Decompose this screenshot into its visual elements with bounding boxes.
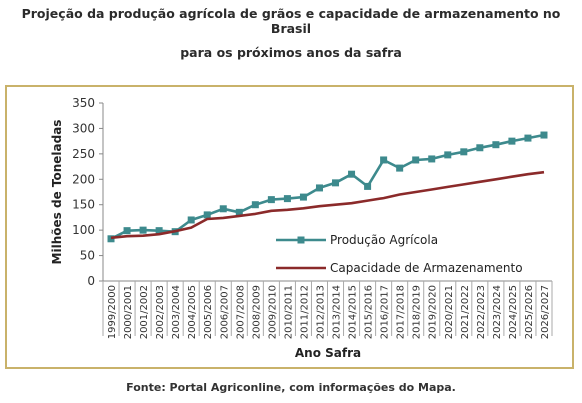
- data-point-producao: [267, 196, 275, 204]
- data-point-producao: [428, 155, 436, 163]
- data-point-producao: [540, 131, 548, 139]
- x-tick-label: 2017/2018: [396, 285, 407, 339]
- x-tick-label: 2001/2002: [139, 285, 150, 339]
- y-axis-title: Milhões de Toneladas: [50, 120, 64, 265]
- y-tick-label: 100: [72, 223, 95, 237]
- legend-marker-producao: [297, 236, 305, 244]
- data-point-producao: [444, 151, 452, 159]
- x-tick-label: 2003/2004: [171, 285, 182, 339]
- x-tick-label: 2024/2025: [508, 285, 519, 339]
- y-tick-label: 300: [72, 121, 95, 135]
- x-axis-title: Ano Safra: [295, 346, 361, 360]
- legend-label-producao: Produção Agrícola: [330, 233, 438, 247]
- x-tick-label: 2022/2023: [476, 285, 487, 339]
- y-tick-label: 350: [72, 96, 95, 110]
- x-tick-label: 2012/2013: [315, 285, 326, 339]
- x-tick-label: 2019/2020: [428, 285, 439, 339]
- data-point-producao: [348, 170, 356, 178]
- x-tick-label: 2008/2009: [251, 285, 262, 339]
- data-point-producao: [123, 227, 131, 235]
- data-point-producao: [364, 182, 372, 190]
- x-tick-label: 2002/2003: [155, 285, 166, 339]
- y-tick-label: 150: [72, 198, 95, 212]
- data-point-producao: [380, 156, 388, 164]
- data-point-producao: [396, 164, 404, 172]
- data-point-producao: [476, 144, 484, 152]
- x-tick-label: 2006/2007: [219, 285, 230, 339]
- series-line-armazenamento: [110, 170, 545, 240]
- series-line-producao: [110, 133, 545, 240]
- x-tick-label: 2026/2027: [540, 285, 551, 339]
- data-point-producao: [203, 211, 211, 219]
- x-tick-label: 2016/2017: [380, 285, 391, 339]
- data-point-producao: [315, 184, 323, 192]
- data-point-producao: [460, 148, 468, 156]
- data-point-producao: [332, 179, 340, 187]
- chart-title-line2: para os próximos anos da safra: [180, 45, 402, 60]
- x-tick-label: 2013/2014: [332, 285, 343, 339]
- data-point-producao: [187, 216, 195, 224]
- data-point-producao: [412, 156, 420, 164]
- x-tick-label: 2004/2005: [187, 285, 198, 339]
- data-point-producao: [235, 208, 243, 216]
- y-tick-label: 50: [80, 249, 95, 263]
- x-tick-label: 2021/2022: [460, 285, 471, 339]
- x-tick-label: 2010/2011: [283, 285, 294, 339]
- x-tick-label: 2014/2015: [348, 285, 359, 339]
- x-tick-label: 2018/2019: [412, 285, 423, 339]
- x-tick-label: 2009/2010: [267, 285, 278, 339]
- x-tick-label: 2023/2024: [492, 285, 503, 339]
- data-point-producao: [283, 195, 291, 203]
- chart-title-line1: Projeção da produção agrícola de grãos e…: [21, 6, 561, 36]
- y-tick-label: 0: [87, 274, 95, 288]
- x-tick-label: 2015/2016: [364, 285, 375, 339]
- data-point-producao: [155, 227, 163, 235]
- data-point-producao: [251, 201, 259, 209]
- y-tick-label: 200: [72, 172, 95, 186]
- x-tick-label: 2025/2026: [524, 285, 535, 339]
- x-tick-label: 2020/2021: [444, 285, 455, 339]
- x-tick-label: 2007/2008: [235, 285, 246, 339]
- data-point-producao: [508, 137, 516, 145]
- x-tick-label: 2005/2006: [203, 285, 214, 339]
- source-note: Fonte: Portal Agriconline, com informaçõ…: [126, 381, 456, 394]
- data-point-producao: [524, 134, 532, 142]
- chart-frame: [5, 85, 574, 369]
- data-point-producao: [219, 205, 227, 213]
- data-point-producao: [492, 141, 500, 149]
- y-tick-label: 250: [72, 147, 95, 161]
- x-tick-label: 2011/2012: [299, 285, 310, 339]
- x-tick-label: 2000/2001: [123, 285, 134, 339]
- x-tick-label: 1999/2000: [107, 285, 118, 339]
- data-point-producao: [299, 193, 307, 201]
- data-point-producao: [139, 226, 147, 234]
- data-point-producao: [107, 235, 115, 243]
- legend-label-armazenamento: Capacidade de Armazenamento: [330, 261, 523, 275]
